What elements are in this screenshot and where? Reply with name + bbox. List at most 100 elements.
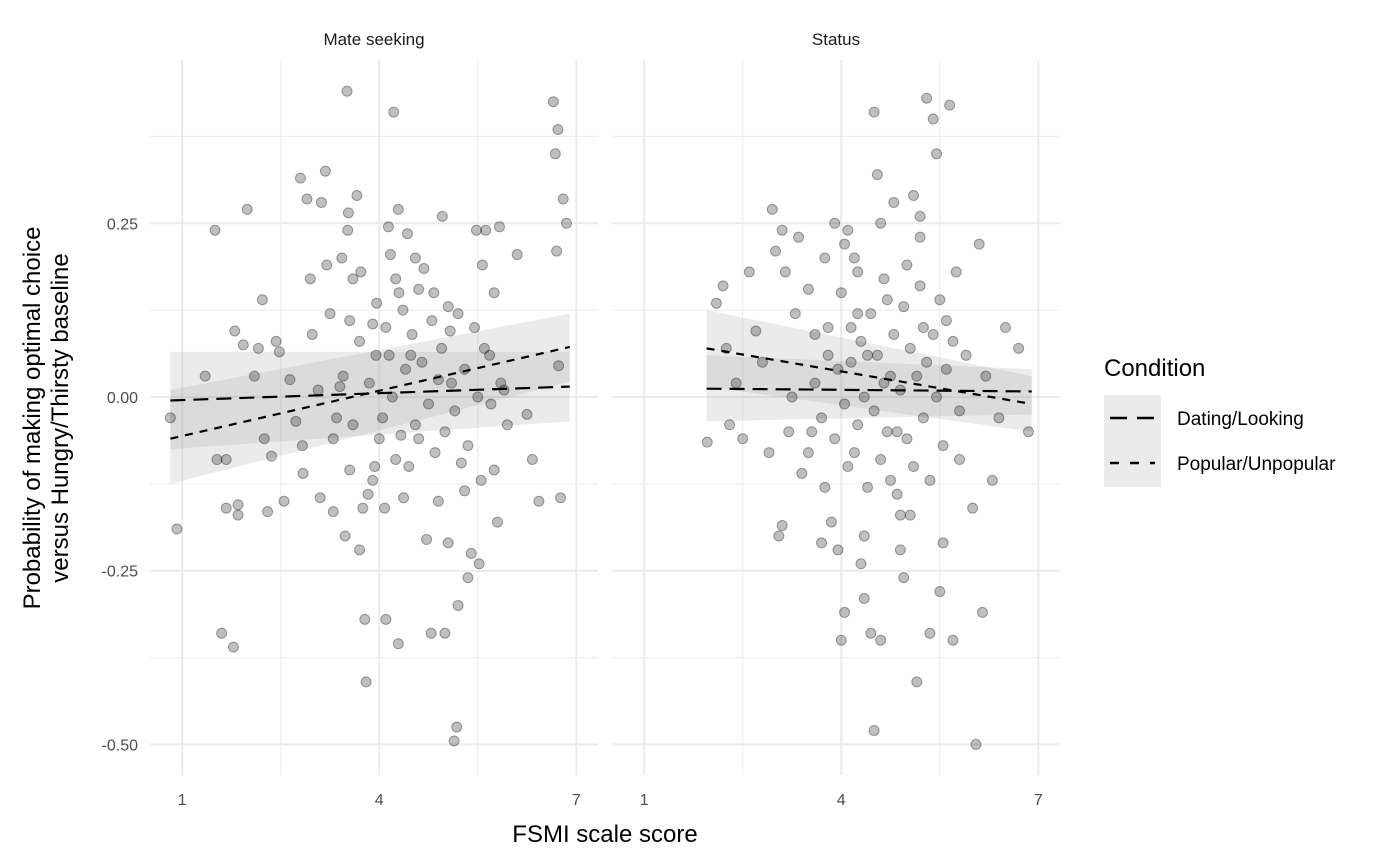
data-point	[472, 391, 484, 403]
regression-line	[706, 387, 1032, 393]
data-point	[403, 460, 415, 472]
data-point	[848, 447, 860, 459]
data-point	[839, 398, 851, 410]
data-point	[763, 447, 775, 459]
data-point	[355, 266, 367, 278]
data-point	[469, 322, 481, 334]
data-point	[881, 426, 893, 438]
data-point	[439, 426, 451, 438]
data-point	[953, 454, 965, 466]
data-point	[270, 335, 282, 347]
data-point	[248, 370, 260, 382]
data-point	[871, 169, 883, 181]
data-point	[390, 454, 402, 466]
data-point	[776, 520, 788, 532]
data-point	[400, 363, 412, 375]
data-point	[380, 613, 392, 625]
data-point	[881, 294, 893, 306]
data-point	[324, 308, 336, 320]
data-point	[852, 266, 864, 278]
data-point	[845, 322, 857, 334]
data-point	[296, 440, 308, 452]
data-point	[547, 96, 559, 108]
data-point	[199, 370, 211, 382]
data-point	[371, 297, 383, 309]
panel-1: 1 4 7 Status	[612, 30, 1060, 809]
data-point	[878, 273, 890, 285]
data-point	[829, 217, 841, 229]
data-point	[937, 440, 949, 452]
data-point	[314, 492, 326, 504]
data-point	[294, 172, 306, 184]
data-point	[446, 377, 458, 389]
x-tick-label: 4	[375, 792, 384, 809]
data-point	[911, 370, 923, 382]
data-point	[409, 252, 421, 264]
data-point	[970, 738, 982, 750]
data-point	[802, 447, 814, 459]
data-point	[406, 328, 418, 340]
confidence-ribbon	[706, 355, 1032, 422]
data-point	[894, 509, 906, 521]
data-point	[284, 374, 296, 386]
data-point	[526, 454, 538, 466]
data-point	[934, 294, 946, 306]
data-point	[904, 509, 916, 521]
data-point	[418, 262, 430, 274]
data-point	[232, 509, 244, 521]
data-point	[379, 502, 391, 514]
data-point	[898, 572, 910, 584]
data-point	[448, 735, 460, 747]
data-point	[304, 273, 316, 285]
data-point	[904, 342, 916, 354]
data-point	[465, 547, 477, 559]
data-point	[806, 426, 818, 438]
data-point	[835, 634, 847, 646]
data-point	[756, 356, 768, 368]
data-point	[390, 273, 402, 285]
data-point	[937, 537, 949, 549]
data-point	[555, 492, 567, 504]
data-point	[845, 356, 857, 368]
data-point	[413, 283, 425, 295]
data-point	[398, 492, 410, 504]
panel-title: Mate seeking	[323, 30, 424, 49]
x-tick-label: 4	[837, 792, 846, 809]
x-axis-label: FSMI scale score	[512, 821, 697, 848]
data-point	[993, 412, 1005, 424]
data-point	[862, 481, 874, 493]
data-point	[480, 224, 492, 236]
data-point	[232, 499, 244, 511]
data-point	[252, 342, 264, 354]
data-point	[405, 349, 417, 361]
data-point	[256, 294, 268, 306]
data-point	[898, 301, 910, 313]
data-point	[386, 391, 398, 403]
data-point	[924, 474, 936, 486]
data-point	[878, 377, 890, 389]
data-point	[484, 349, 496, 361]
data-point	[501, 419, 513, 431]
data-point	[462, 440, 474, 452]
data-point	[901, 433, 913, 445]
data-point	[888, 328, 900, 340]
data-point	[488, 287, 500, 299]
data-point	[209, 224, 221, 236]
data-point	[776, 224, 788, 236]
data-point	[327, 433, 339, 445]
data-point	[388, 106, 400, 118]
data-point	[865, 627, 877, 639]
data-point	[273, 346, 285, 358]
data-point	[875, 454, 887, 466]
data-point	[858, 391, 870, 403]
data-point	[940, 363, 952, 375]
data-point	[511, 249, 523, 261]
data-point	[452, 308, 464, 320]
data-point	[478, 342, 490, 354]
data-point	[370, 349, 382, 361]
data-point	[809, 328, 821, 340]
data-point	[822, 322, 834, 334]
data-point	[354, 544, 366, 556]
data-point	[848, 252, 860, 264]
